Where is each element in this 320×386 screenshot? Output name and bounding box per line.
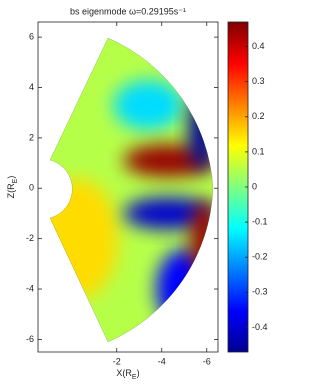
- y-tick-label: 6: [29, 31, 34, 41]
- field-lobe: [188, 90, 213, 171]
- colorbar-tick-label: 0: [252, 181, 257, 191]
- y-tick-label: 4: [29, 82, 34, 92]
- y-tick-label: -2: [26, 233, 34, 243]
- chart-title: bs eigenmode ω=0.29195s⁻¹: [70, 6, 186, 16]
- colorbar-tick-label: 0.3: [252, 76, 265, 86]
- colorbar-tick-label: -0.1: [252, 216, 268, 226]
- y-tick-label: -6: [26, 334, 34, 344]
- x-tick-label: -6: [203, 356, 211, 366]
- plot-frame: [37, 21, 219, 353]
- colorbar-tick-label: -0.4: [252, 322, 268, 332]
- x-axis-label: X(RE): [116, 368, 139, 380]
- colorbar-tick-label: -0.2: [252, 252, 268, 262]
- colorbar-tick-label: 0.1: [252, 146, 265, 156]
- x-tick-label: -2: [113, 356, 121, 366]
- colorbar-tick-label: 0.2: [252, 111, 265, 121]
- y-axis-label: Z(RE): [6, 176, 18, 199]
- y-tick-label: -4: [26, 283, 34, 293]
- field-lobe: [50, 178, 119, 299]
- chart: bs eigenmode ω=0.29195s⁻¹ X(RE) Z(RE) -2…: [6, 6, 268, 380]
- field-lobe: [190, 201, 213, 282]
- y-tick-label: 2: [29, 132, 34, 142]
- field-lobe: [123, 197, 213, 230]
- colorbar-tick-label: 0.4: [252, 41, 265, 51]
- y-tick-label: 0: [29, 183, 34, 193]
- field-lobe: [113, 80, 184, 131]
- colorbar-tick-label: -0.3: [252, 287, 268, 297]
- x-tick-label: -4: [158, 356, 166, 366]
- colorbar: [228, 22, 248, 352]
- wedge-outline: [49, 37, 214, 343]
- field: [50, 38, 213, 342]
- field-lobe: [156, 249, 213, 330]
- field-background: [50, 38, 213, 342]
